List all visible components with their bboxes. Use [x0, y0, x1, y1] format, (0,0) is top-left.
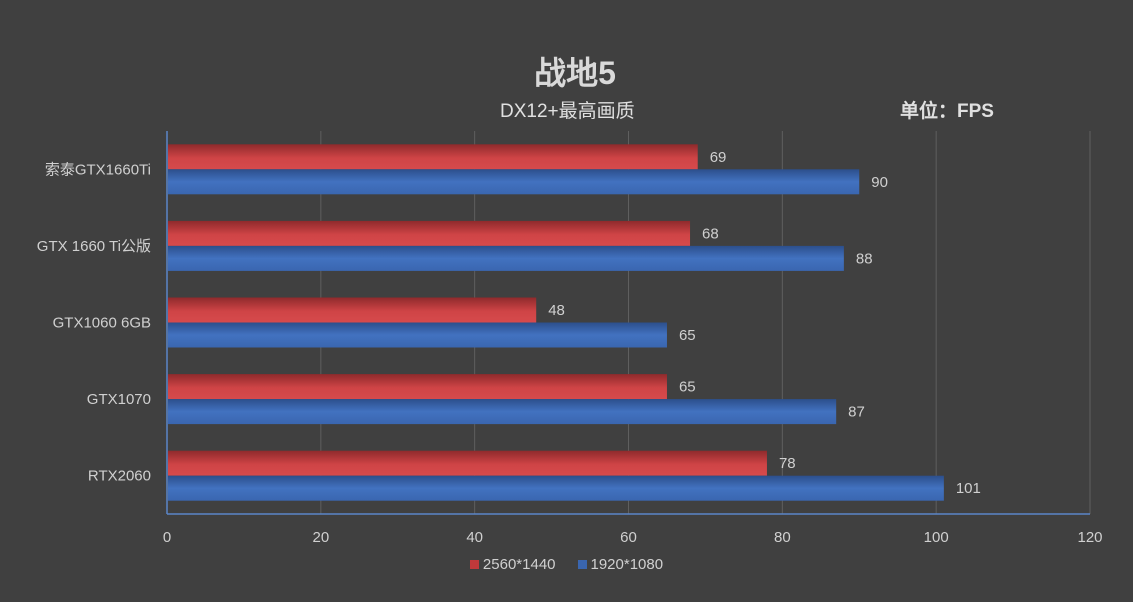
legend-swatch-series-1	[469, 560, 479, 569]
bar-series-2	[168, 322, 667, 348]
x-tick-label: 0	[163, 529, 171, 546]
data-label: 88	[856, 250, 873, 267]
x-tick-label: 100	[924, 529, 949, 546]
chart-title: 战地5	[534, 55, 616, 91]
bar-series-1	[168, 374, 667, 400]
data-label: 65	[679, 379, 696, 396]
bar-series-1	[168, 144, 698, 170]
x-tick-label: 120	[1077, 529, 1102, 546]
legend: 2560*1440 1920*1080	[0, 556, 1133, 573]
data-label: 69	[710, 149, 727, 166]
category-label: RTX2060	[88, 468, 151, 485]
bar-series-1	[168, 450, 767, 476]
bar-series-2	[168, 475, 944, 501]
legend-item-series-1: 2560*1440	[469, 556, 556, 573]
chart-subtitle: DX12+最高画质	[500, 101, 635, 122]
category-label: GTX1070	[87, 391, 151, 408]
unit-label: 单位：FPS	[900, 101, 994, 122]
legend-swatch-series-2	[577, 560, 587, 569]
data-label: 48	[548, 302, 565, 319]
bar-series-1	[168, 297, 537, 323]
x-tick-label: 20	[312, 529, 329, 546]
bar-series-2	[168, 399, 837, 425]
data-label: 87	[848, 404, 865, 421]
data-label: 78	[779, 455, 796, 472]
x-tick-label: 60	[620, 529, 637, 546]
legend-label-series-1: 2560*1440	[482, 556, 556, 573]
data-label: 65	[679, 327, 696, 344]
data-label: 90	[871, 174, 888, 191]
legend-label-series-2: 1920*1080	[590, 556, 664, 573]
data-label: 68	[702, 225, 719, 242]
bar-series-2	[168, 245, 844, 271]
legend-item-series-2: 1920*1080	[577, 556, 664, 573]
category-label: GTX 1660 Ti公版	[37, 238, 151, 255]
data-label: 101	[956, 480, 981, 497]
bar-series-2	[168, 169, 860, 195]
category-label: GTX1060 6GB	[53, 315, 151, 332]
bar-series-1	[168, 220, 691, 246]
x-tick-label: 80	[774, 529, 791, 546]
x-tick-label: 40	[466, 529, 483, 546]
category-label: 索泰GTX1660Ti	[45, 161, 151, 178]
